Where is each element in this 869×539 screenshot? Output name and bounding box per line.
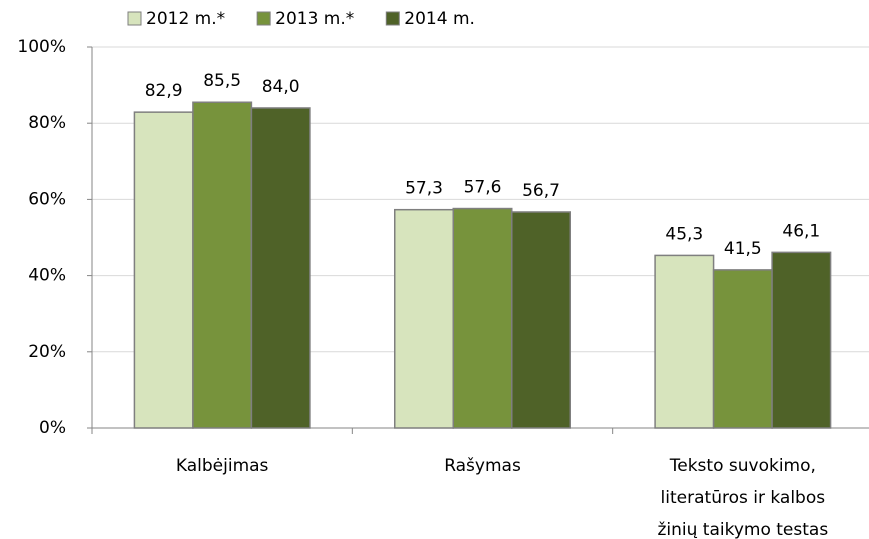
y-tick-label: 80%	[28, 113, 66, 133]
x-tick-label: Teksto suvokimo,	[669, 456, 816, 476]
data-label: 57,6	[464, 178, 502, 198]
bar	[654, 254, 715, 429]
y-tick-label: 40%	[28, 266, 66, 286]
legend-swatch	[127, 11, 142, 26]
x-tick-label: žinių taikymo testas	[657, 520, 828, 539]
legend-swatch	[385, 11, 400, 26]
y-tick-label: 0%	[39, 418, 66, 438]
bar	[192, 101, 253, 429]
data-label: 46,1	[782, 221, 820, 241]
bar	[250, 107, 311, 429]
y-tick-label: 20%	[28, 342, 66, 362]
legend-label: 2014 m.	[404, 9, 475, 29]
bar	[394, 208, 454, 429]
legend-swatch	[256, 11, 271, 26]
data-label: 41,5	[724, 239, 762, 259]
data-label: 45,3	[665, 224, 703, 244]
bar	[511, 211, 571, 429]
bar	[712, 269, 773, 429]
data-label: 56,7	[522, 181, 560, 201]
bar	[133, 111, 194, 429]
bar	[452, 207, 513, 429]
data-label: 82,9	[145, 81, 183, 101]
x-tick-label: Kalbėjimas	[176, 456, 269, 476]
data-label: 84,0	[262, 77, 300, 97]
legend-label: 2013 m.*	[275, 9, 354, 29]
data-label: 57,3	[405, 179, 443, 199]
legend-label: 2012 m.*	[146, 9, 225, 29]
data-label: 85,5	[203, 71, 241, 91]
y-tick-label: 60%	[28, 189, 66, 209]
bar	[771, 251, 832, 429]
x-tick-label: Rašymas	[444, 456, 521, 476]
y-tick-label: 100%	[17, 37, 66, 57]
x-tick-label: literatūros ir kalbos	[661, 488, 826, 508]
